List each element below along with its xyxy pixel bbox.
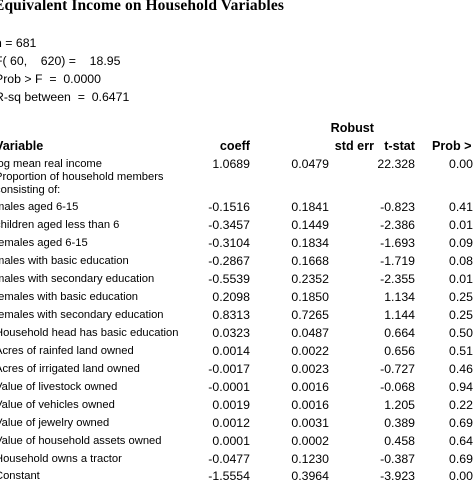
- row-label: log mean real income: [0, 158, 102, 170]
- cell-std-err: 0.1841: [291, 200, 329, 214]
- cell-coeff: 0.2098: [212, 290, 250, 304]
- cell-t-stat: 1.144: [384, 308, 415, 322]
- cell-t-stat: 1.134: [384, 290, 415, 304]
- cell-coeff: -0.0477: [208, 452, 250, 466]
- row-label: Proportion of household members: [0, 171, 164, 183]
- cell-t-stat: -1.693: [380, 236, 415, 250]
- row-label: females aged 6-15: [0, 237, 88, 249]
- cell-prob: 0.50: [449, 326, 473, 340]
- header-robust: Robust: [330, 121, 374, 135]
- row-label: Value of household assets owned: [0, 435, 162, 447]
- cell-coeff: 0.0323: [212, 326, 250, 340]
- cell-coeff: 0.8313: [212, 308, 250, 322]
- cell-std-err: 0.0022: [291, 344, 329, 358]
- cell-t-stat: -0.387: [380, 452, 415, 466]
- cell-prob: 0.25: [449, 290, 473, 304]
- cell-std-err: 0.1834: [291, 236, 329, 250]
- cell-coeff: 0.0014: [212, 344, 250, 358]
- cell-coeff: -0.0001: [208, 380, 250, 394]
- cell-std-err: 0.0479: [291, 157, 329, 171]
- cell-coeff: 0.0001: [212, 434, 250, 448]
- cell-coeff: -0.1516: [208, 200, 250, 214]
- cell-prob: 0.69: [449, 416, 473, 430]
- cell-prob: 0.22: [449, 398, 473, 412]
- stat-n: n = 681: [0, 36, 37, 50]
- row-label: males with secondary education: [0, 273, 155, 285]
- cell-t-stat: -2.355: [380, 272, 415, 286]
- cell-std-err: 0.7265: [291, 308, 329, 322]
- header-prob: Prob >: [432, 139, 472, 153]
- cell-t-stat: 22.328: [377, 157, 415, 171]
- row-label: Household head has basic education: [0, 327, 179, 339]
- row-label: Household owns a tractor: [0, 453, 122, 465]
- table-title: Equivalent Income on Household Variables: [0, 0, 284, 14]
- row-label: Constant: [0, 470, 40, 482]
- cell-prob: 0.01: [449, 272, 473, 286]
- cell-prob: 0.25: [449, 308, 473, 322]
- row-label: females with basic education: [0, 291, 139, 303]
- cell-coeff: 1.0689: [212, 157, 250, 171]
- cell-t-stat: -0.727: [380, 362, 415, 376]
- cell-t-stat: 1.205: [384, 398, 415, 412]
- row-label: children aged less than 6: [0, 219, 120, 231]
- cell-prob: 0.69: [449, 452, 473, 466]
- cell-prob: 0.00: [449, 157, 473, 171]
- cell-coeff: -0.5539: [208, 272, 250, 286]
- stat-f: F( 60, 620) = 18.95: [0, 54, 121, 68]
- cell-coeff: 0.0019: [212, 398, 250, 412]
- cell-std-err: 0.0487: [291, 326, 329, 340]
- cell-std-err: 0.0016: [291, 380, 329, 394]
- row-label: Value of vehicles owned: [0, 399, 115, 411]
- row-label: Value of jewelry owned: [0, 417, 110, 429]
- cell-prob: 0.41: [449, 200, 473, 214]
- cell-t-stat: -0.823: [380, 200, 415, 214]
- cell-coeff: -0.0017: [208, 362, 250, 376]
- stat-rsq: R-sq between = 0.6471: [0, 90, 130, 104]
- cell-std-err: 0.3964: [291, 469, 329, 483]
- cell-t-stat: -0.068: [380, 380, 415, 394]
- cell-std-err: 0.1449: [291, 218, 329, 232]
- cell-std-err: 0.0031: [291, 416, 329, 430]
- header-coeff: coeff: [219, 139, 250, 153]
- cell-t-stat: -3.923: [380, 469, 415, 483]
- cell-prob: 0.00: [449, 469, 473, 483]
- cell-t-stat: 0.656: [384, 344, 415, 358]
- cell-std-err: 0.1668: [291, 254, 329, 268]
- cell-t-stat: 0.664: [384, 326, 415, 340]
- row-label: males with basic education: [0, 255, 129, 267]
- stat-prob: Prob > F = 0.0000: [0, 72, 101, 86]
- cell-t-stat: -2.386: [380, 218, 415, 232]
- cell-prob: 0.01: [449, 218, 473, 232]
- header-variable: Variable: [0, 139, 44, 153]
- cell-t-stat: 0.458: [384, 434, 415, 448]
- header-std-err: std err: [334, 139, 374, 153]
- row-label: Acres of irrigated land owned: [0, 363, 140, 375]
- cell-coeff: -0.2867: [208, 254, 250, 268]
- row-label: Value of livestock owned: [0, 381, 118, 393]
- cell-prob: 0.08: [449, 254, 473, 268]
- row-label: Acres of rainfed land owned: [0, 345, 134, 357]
- cell-std-err: 0.2352: [291, 272, 329, 286]
- cell-coeff: 0.0012: [212, 416, 250, 430]
- cell-std-err: 0.0002: [291, 434, 329, 448]
- cell-t-stat: 0.389: [384, 416, 415, 430]
- cell-prob: 0.09: [449, 236, 473, 250]
- cell-std-err: 0.1850: [291, 290, 329, 304]
- cell-prob: 0.51: [449, 344, 473, 358]
- header-t-stat: t-stat: [384, 139, 415, 153]
- cell-std-err: 0.1230: [291, 452, 329, 466]
- cell-prob: 0.64: [449, 434, 473, 448]
- cell-coeff: -1.5554: [208, 469, 250, 483]
- row-label: males aged 6-15: [0, 201, 79, 213]
- cell-coeff: -0.3457: [208, 218, 250, 232]
- cell-std-err: 0.0016: [291, 398, 329, 412]
- row-label: females with secondary education: [0, 309, 164, 321]
- cell-coeff: -0.3104: [208, 236, 250, 250]
- cell-t-stat: -1.719: [380, 254, 415, 268]
- cell-prob: 0.94: [449, 380, 473, 394]
- row-label: consisting of:: [0, 184, 61, 196]
- cell-std-err: 0.0023: [291, 362, 329, 376]
- cell-prob: 0.46: [449, 362, 473, 376]
